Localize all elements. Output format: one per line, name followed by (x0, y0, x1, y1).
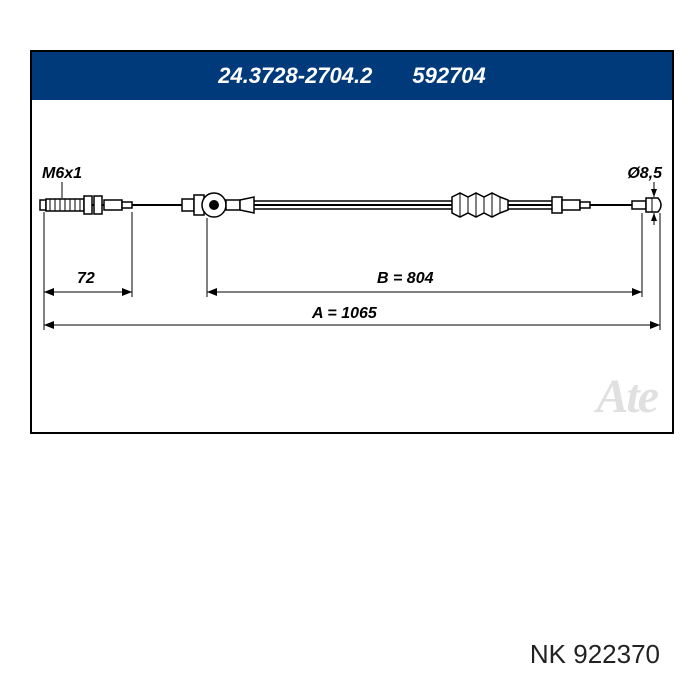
diagram-area: M6x1 Ø8,5 72 B = 804 A = 1065 Ate (32, 100, 672, 432)
diagram-frame: 24.3728-2704.2 592704 (30, 50, 674, 434)
left-ferrule (182, 193, 254, 217)
part-number-2: 592704 (412, 63, 485, 89)
dim-72-label: 72 (77, 270, 95, 288)
thread-label: M6x1 (42, 165, 82, 183)
part-number-1: 24.3728-2704.2 (218, 63, 372, 89)
cable-diagram-svg (32, 100, 672, 432)
dim-a-label: A = 1065 (312, 305, 377, 323)
right-ferrule (552, 197, 590, 213)
diameter-label: Ø8,5 (627, 165, 662, 183)
footer-part: 922370 (573, 639, 660, 669)
dim-b-label: B = 804 (377, 270, 433, 288)
ate-watermark: Ate (596, 369, 657, 424)
footer-brand: NK (530, 639, 566, 669)
bellows (452, 193, 508, 217)
header-bar: 24.3728-2704.2 592704 (32, 52, 672, 100)
right-end-fitting (632, 198, 661, 212)
footer-label: NK 922370 (530, 639, 660, 670)
left-adjuster (40, 196, 132, 214)
